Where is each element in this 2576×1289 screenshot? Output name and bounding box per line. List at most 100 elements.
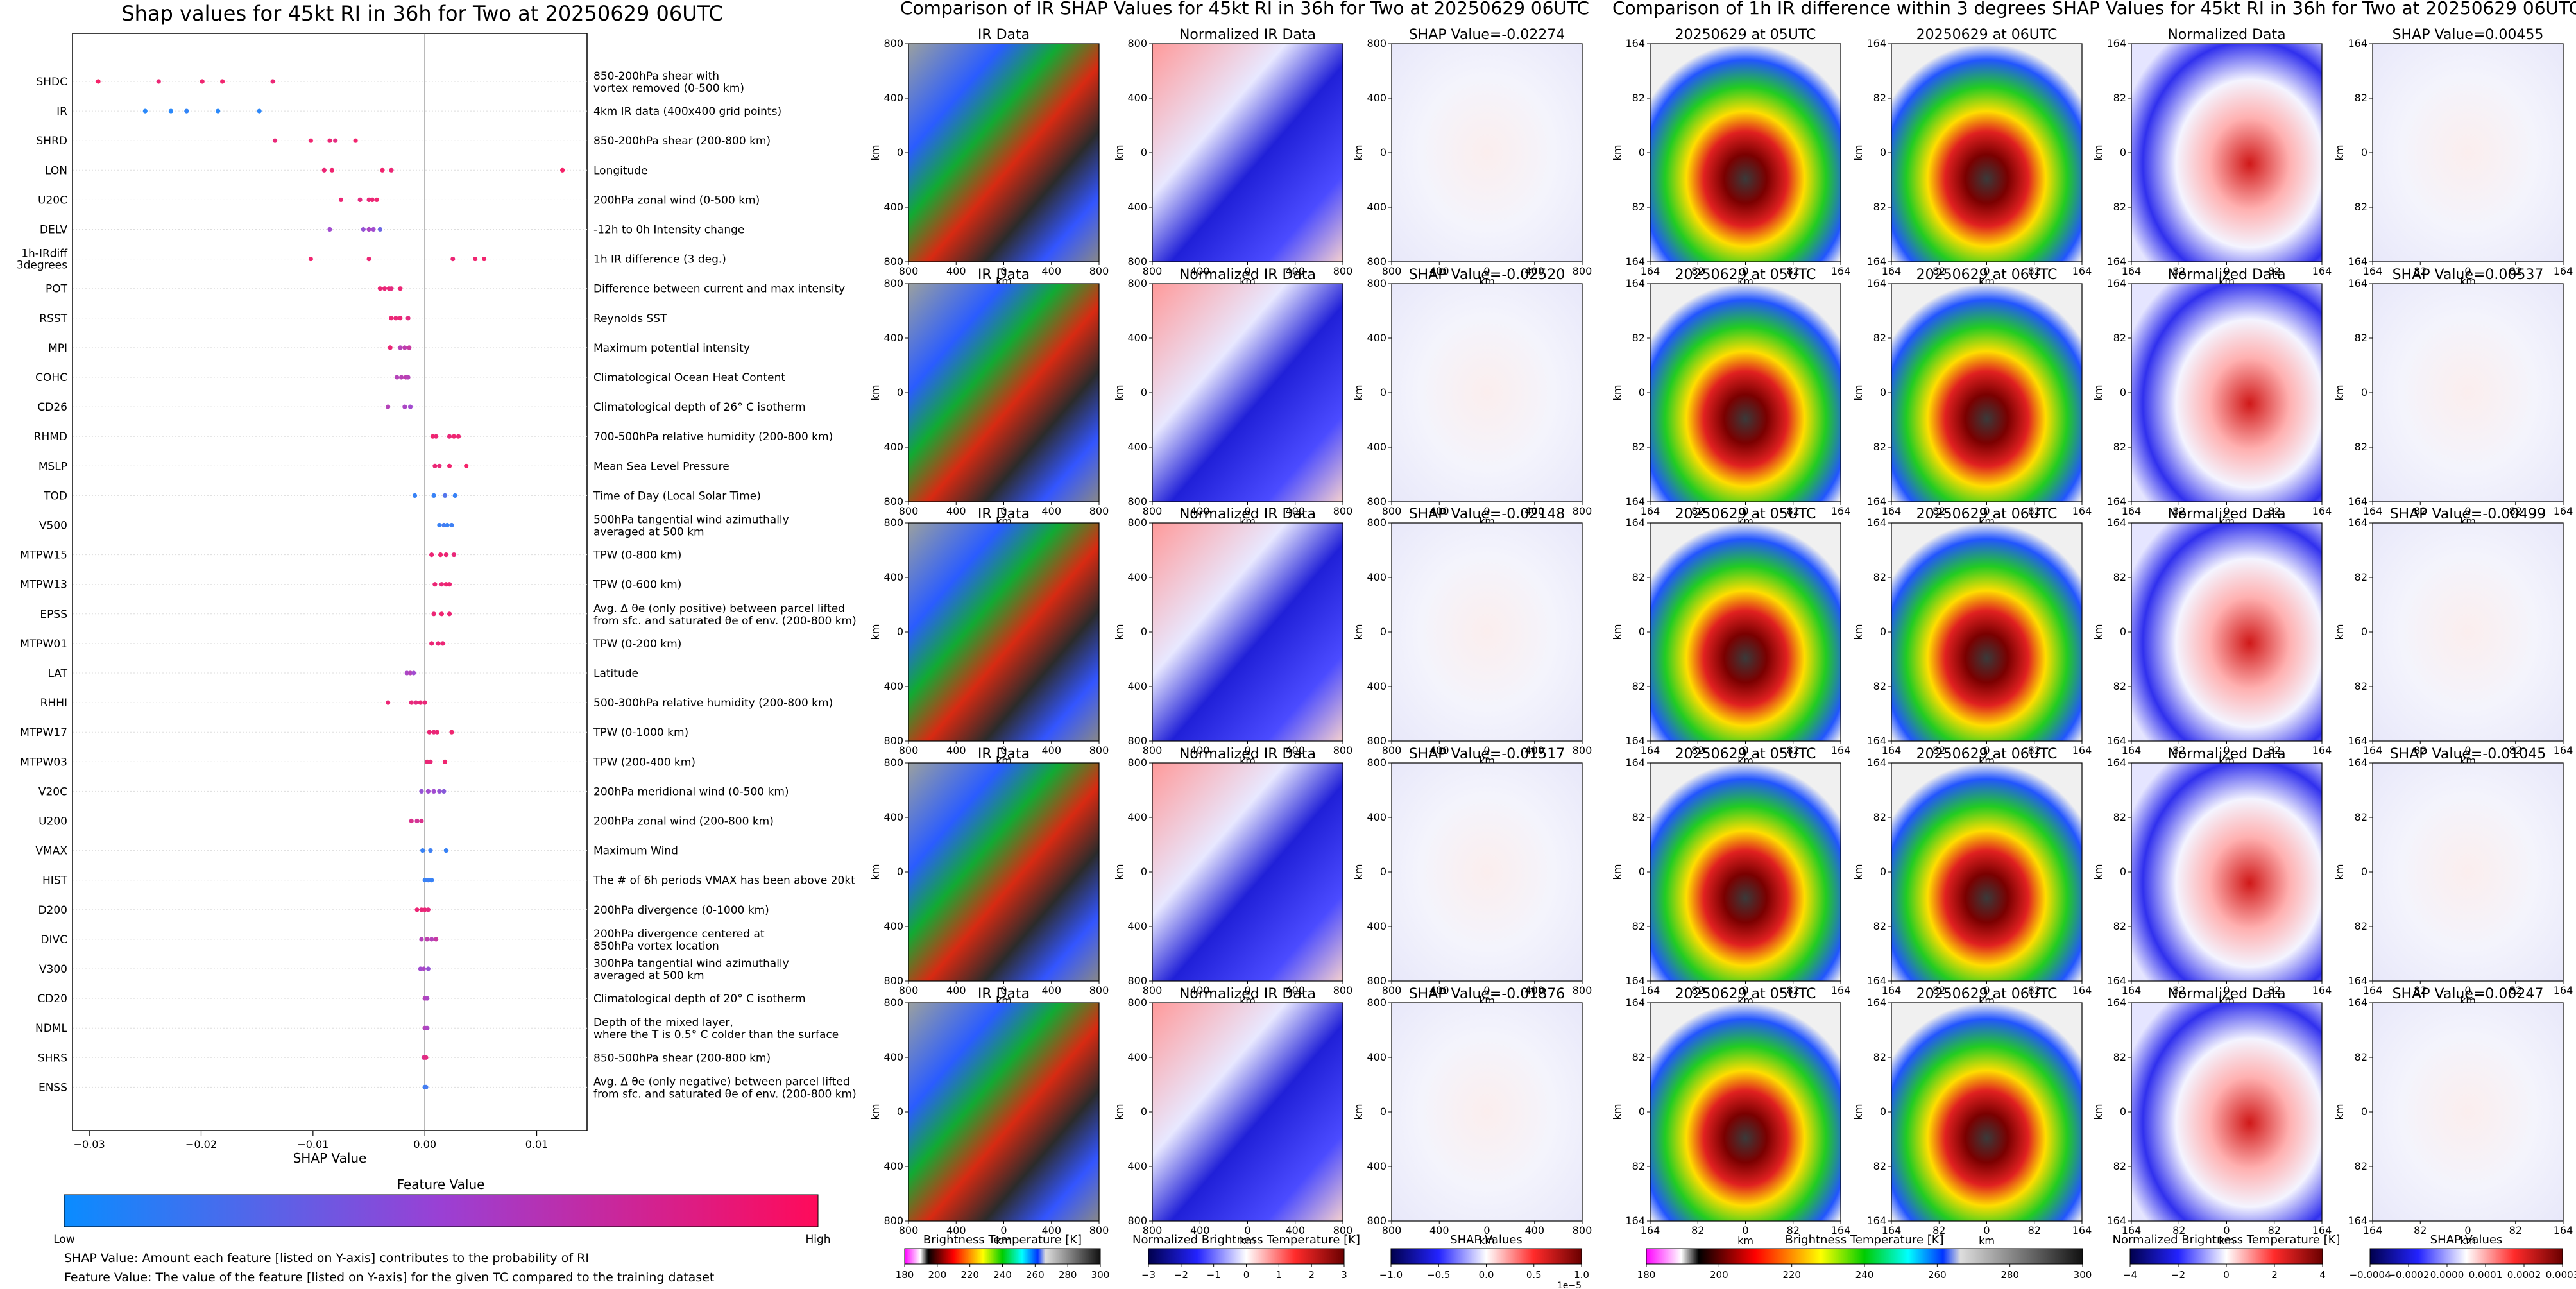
colorbar-tick-label: −4 xyxy=(2123,1269,2137,1281)
panel-ytick-label: 164 xyxy=(2348,255,2367,268)
colorbar-label: Brightness Temperature [K] xyxy=(923,1233,1082,1247)
panel-ytick-label: 82 xyxy=(2113,1051,2126,1063)
panel-xtick-label: 800 xyxy=(1143,265,1163,277)
panel-xtick-label: 0 xyxy=(2223,505,2230,517)
feature-label: MSLP xyxy=(38,460,67,473)
panel-image xyxy=(1391,522,1583,742)
shap-point xyxy=(440,641,445,646)
panel-xtick-label: 800 xyxy=(1143,744,1163,756)
ir-06utc-panel: 20250629 at 06UTC1641648282008282164164k… xyxy=(1852,27,2092,287)
panel-ylabel: km xyxy=(869,864,882,880)
panel-ytick-label: 0 xyxy=(1880,146,1886,158)
panel-image xyxy=(1391,43,1583,262)
panel-xtick-label: 82 xyxy=(2028,265,2041,277)
shap-point xyxy=(142,108,148,114)
panel-ytick-label: 164 xyxy=(1625,37,1645,49)
feature-label: MTPW15 xyxy=(20,549,67,562)
panel-xtick-label: 164 xyxy=(2122,984,2142,996)
panel-ytick-label: 0 xyxy=(897,866,903,878)
panel-xtick-label: 800 xyxy=(1143,984,1163,996)
colorbar-tick-label: 0.0000 xyxy=(2430,1269,2464,1281)
panel-xtick-label: 0 xyxy=(1000,265,1007,277)
panel-image xyxy=(1152,522,1343,742)
panel-ytick-label: 82 xyxy=(2113,920,2126,932)
panel-ytick-label: 800 xyxy=(1367,255,1386,268)
panel-ylabel: km xyxy=(869,385,882,401)
panel-image xyxy=(1891,1002,2083,1222)
panel-image xyxy=(908,762,1100,982)
feature-description: TPW (0-200 km) xyxy=(593,638,681,651)
feature-description: 1h IR difference (3 deg.) xyxy=(593,253,726,266)
panel-xtick-label: 0 xyxy=(2464,265,2471,277)
panel-ytick-label: 800 xyxy=(883,37,903,49)
panel-ylabel: km xyxy=(1611,624,1623,640)
shap-point xyxy=(428,759,433,764)
panel-ytick-label: 400 xyxy=(1367,1051,1386,1063)
panel-ytick-label: 82 xyxy=(1632,1160,1645,1172)
panel-ytick-label: 800 xyxy=(1367,975,1386,987)
shap-point xyxy=(431,611,436,617)
panel-ytick-label: 800 xyxy=(1127,996,1147,1009)
panel-image xyxy=(1391,1002,1583,1222)
panel-ytick-label: 0 xyxy=(1380,866,1386,878)
panel-image xyxy=(908,1002,1100,1222)
feature-description: TPW (0-600 km) xyxy=(593,579,681,592)
panel-ytick-label: 82 xyxy=(1873,920,1886,932)
panel-xtick-label: 400 xyxy=(946,1224,966,1236)
panel-xtick-label: 82 xyxy=(2268,265,2281,277)
panel-xtick-label: 0 xyxy=(1483,265,1490,277)
feature-description: Maximum Wind xyxy=(593,845,678,858)
panel-ytick-label: 800 xyxy=(1127,495,1147,508)
panel-title: SHAP Value=-0.01045 xyxy=(2390,746,2546,762)
panel-ytick-label: 400 xyxy=(883,1160,903,1172)
panel-title: IR Data xyxy=(978,506,1030,522)
panel-xtick-label: 0 xyxy=(1742,744,1748,756)
panel-xtick-label: 164 xyxy=(1641,265,1660,277)
diff-shap-panel: SHAP Value=-0.01045164164828200828216416… xyxy=(2333,746,2573,1007)
panel-ytick-label: 0 xyxy=(897,1105,903,1118)
shap-point xyxy=(216,108,221,114)
colorbar-tick-label: 220 xyxy=(1782,1269,1801,1281)
panel-xtick-label: 164 xyxy=(2363,505,2383,517)
panel-ytick-label: 164 xyxy=(2348,996,2367,1009)
shap-point xyxy=(464,463,469,468)
panel-ytick-label: 164 xyxy=(1866,37,1886,49)
panel-ytick-label: 0 xyxy=(1880,1105,1886,1118)
panel-xtick-label: 800 xyxy=(1333,265,1353,277)
panel-ytick-label: 0 xyxy=(897,386,903,398)
panel-ytick-label: 82 xyxy=(2355,1051,2367,1063)
feature-description: -12h to 0h Intensity change xyxy=(593,224,744,237)
panel-title: IR Data xyxy=(978,986,1030,1002)
shap-point xyxy=(156,79,161,84)
shap-point xyxy=(371,226,376,232)
shap-point xyxy=(382,286,388,291)
shap-point xyxy=(96,79,101,84)
shap-point xyxy=(447,434,452,439)
panel-ytick-label: 800 xyxy=(1367,495,1386,508)
panel-ytick-label: 164 xyxy=(1625,756,1645,769)
shap-plot-area xyxy=(72,33,588,1131)
panel-ytick-label: 82 xyxy=(1632,680,1645,692)
shap-point xyxy=(436,641,441,646)
panel-ytick-label: 800 xyxy=(1367,1215,1386,1227)
panel-ytick-label: 0 xyxy=(2361,866,2367,878)
colorbar-tick-label: 0.0001 xyxy=(2469,1269,2503,1281)
panel-ylabel: km xyxy=(2333,864,2346,880)
colorbar-label: SHAP Values xyxy=(1450,1233,1523,1247)
ir-06utc-panel: 20250629 at 06UTC1641648282008282164164k… xyxy=(1852,506,2092,767)
shap-point xyxy=(425,907,431,912)
panel-ytick-label: 164 xyxy=(1625,277,1645,289)
ir-06utc-panel: 20250629 at 06UTC1641648282008282164164k… xyxy=(1852,267,2092,527)
diff-shap-panel: SHAP Value=0.002471641648282008282164164… xyxy=(2333,986,2573,1247)
feature-description: Climatological Ocean Heat Content xyxy=(593,371,785,384)
shap-point xyxy=(427,730,432,735)
panel-xtick-label: 400 xyxy=(946,984,966,996)
panel-xtick-label: 400 xyxy=(1190,984,1210,996)
panel-title: 20250629 at 06UTC xyxy=(1916,506,2058,522)
ir-norm-colorbar: Normalized Brightness Temperature [K] −3 −… xyxy=(1132,1233,1360,1281)
shap-point xyxy=(423,1084,429,1089)
panel-title: IR Data xyxy=(978,746,1030,762)
shap-point xyxy=(338,197,344,202)
shap-point xyxy=(452,493,457,499)
panel-xtick-label: 800 xyxy=(1333,744,1353,756)
